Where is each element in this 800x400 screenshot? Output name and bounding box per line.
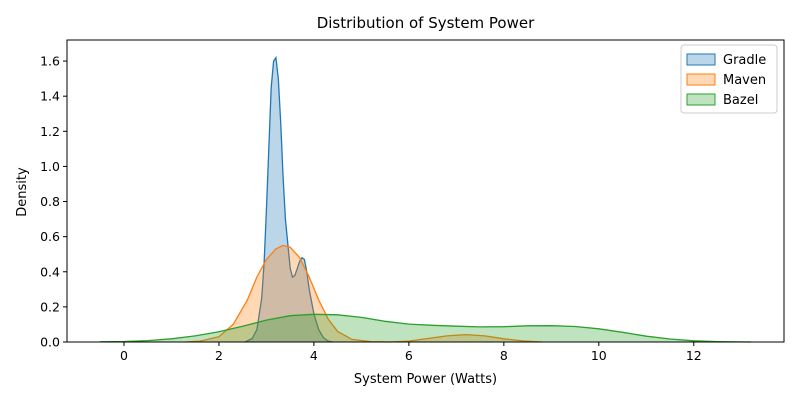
y-tick-label: 0.8 (40, 194, 60, 209)
y-tick-label: 0.2 (40, 299, 60, 314)
y-tick-label: 1.2 (40, 124, 60, 139)
series-line-gradle (244, 55, 334, 343)
legend-item-maven: Maven (686, 73, 766, 88)
x-tick-label: 8 (500, 348, 508, 363)
legend-label: Gradle (723, 53, 766, 68)
legend-item-gradle: Gradle (686, 53, 766, 68)
y-tick-label: 1.6 (40, 54, 60, 69)
y-tick-label: 0.4 (40, 264, 60, 279)
chart-title: Distribution of System Power (317, 14, 535, 32)
series-gradle (244, 55, 334, 343)
legend-swatch (686, 93, 716, 106)
y-tick-label: 1.4 (40, 89, 60, 104)
x-tick-label: 2 (215, 348, 223, 363)
y-axis-label: Density (15, 167, 30, 217)
legend-swatch (686, 73, 716, 86)
series-line-maven (185, 244, 542, 343)
legend: Gradle Maven Bazel (680, 44, 778, 114)
legend-label: Bazel (723, 93, 758, 108)
x-tick-label: 12 (686, 348, 702, 363)
legend-frame (680, 44, 778, 114)
series-layer (100, 55, 751, 343)
series-area-bazel (100, 314, 751, 342)
legend-item-bazel: Bazel (686, 93, 758, 108)
series-maven (185, 244, 542, 343)
legend-label: Maven (723, 73, 766, 88)
x-tick-label: 4 (310, 348, 318, 363)
y-tick-label: 1.0 (40, 159, 60, 174)
plot-frame (66, 39, 785, 343)
axes-layer: 0 2 4 6 8 10 12 0.0 0.2 0.4 0.6 0.8 1.0 1.2 1.4 1.6 (40, 39, 785, 363)
x-tick-label: 0 (120, 348, 128, 363)
x-axis-label: System Power (Watts) (354, 372, 497, 387)
y-tick-label: 0.0 (40, 335, 60, 350)
series-area-gradle (245, 57, 333, 342)
legend-swatch (686, 53, 716, 66)
y-tick-label: 0.6 (40, 229, 60, 244)
x-tick-label: 6 (405, 348, 413, 363)
x-tick-label: 10 (591, 348, 607, 363)
series-area-maven (185, 245, 542, 342)
series-bazel (100, 313, 751, 343)
series-line-bazel (100, 313, 751, 343)
